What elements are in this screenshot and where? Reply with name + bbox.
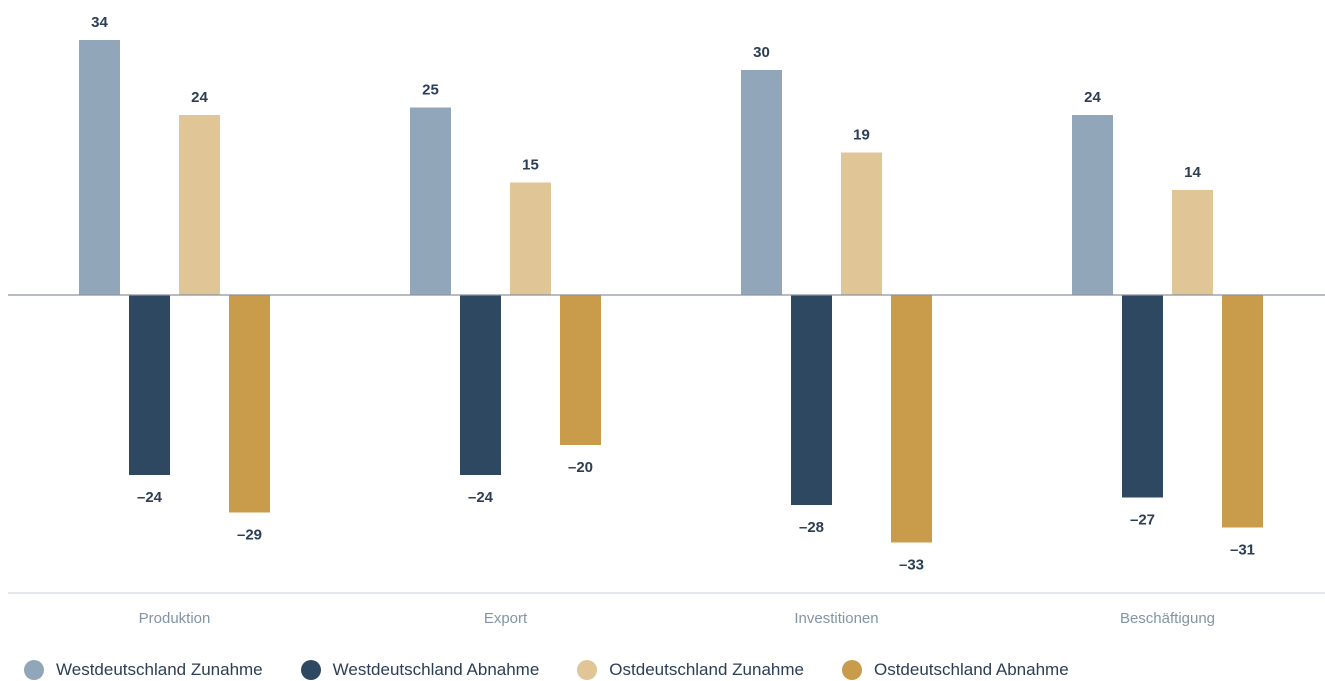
category-labels-group: Produktion Export Investitionen Beschäftigu… (139, 610, 1215, 627)
bar-beschäftigung-west-up (1072, 115, 1113, 295)
value-label-investitionen-west-up: 30 (753, 44, 770, 61)
bars-group (79, 40, 1263, 543)
legend-label-west-down: Westdeutschland Abnahme (332, 660, 540, 679)
category-label-beschäftigung: Beschäftigung (1120, 610, 1215, 627)
bar-beschäftigung-east-up (1172, 190, 1213, 295)
value-label-investitionen-east-up: 19 (853, 127, 870, 144)
value-label-investitionen-west-down: –28 (799, 519, 824, 536)
legend-swatch-east-down (841, 660, 862, 680)
value-label-export-west-down: –24 (468, 489, 494, 506)
legend-item-west-down: Westdeutschland Abnahme (300, 660, 540, 680)
category-label-export: Export (484, 610, 528, 627)
bar-export-east-down (560, 295, 601, 445)
value-label-export-west-up: 25 (422, 82, 439, 99)
category-label-investitionen: Investitionen (794, 610, 878, 627)
bar-export-west-up (410, 107, 451, 295)
legend: Westdeutschland Zunahme Westdeutschland … (24, 660, 1107, 680)
value-label-export-east-down: –20 (568, 459, 593, 476)
bar-investitionen-east-down (891, 295, 932, 543)
legend-item-east-down: Ostdeutschland Abnahme (841, 660, 1069, 680)
legend-item-west-up: Westdeutschland Zunahme (24, 660, 263, 680)
value-label-beschäftigung-east-up: 14 (1184, 164, 1201, 181)
bar-produktion-east-down (229, 295, 270, 513)
bar-investitionen-west-down (791, 295, 832, 505)
legend-label-east-up: Ostdeutschland Zunahme (609, 660, 804, 679)
value-labels-group: 34 –24 24 –29 25 –24 15 –20 30 –28 19 –33 24 –27 14 –31 (91, 14, 1255, 574)
legend-item-east-up: Ostdeutschland Zunahme (577, 660, 804, 680)
value-label-beschäftigung-west-up: 24 (1084, 89, 1101, 106)
value-label-produktion-east-up: 24 (191, 89, 208, 106)
bar-beschäftigung-east-down (1222, 295, 1263, 528)
value-label-investitionen-east-down: –33 (899, 557, 924, 574)
legend-label-west-up: Westdeutschland Zunahme (56, 660, 263, 679)
value-label-produktion-west-down: –24 (137, 489, 163, 506)
value-label-produktion-east-down: –29 (237, 527, 262, 544)
bar-investitionen-east-up (841, 152, 882, 295)
legend-swatch-east-up (577, 660, 598, 680)
bar-beschäftigung-west-down (1122, 295, 1163, 498)
legend-label-east-down: Ostdeutschland Abnahme (873, 660, 1069, 679)
value-label-export-east-up: 15 (522, 157, 539, 174)
legend-swatch-west-down (300, 660, 321, 680)
bar-export-west-down (460, 295, 501, 475)
category-label-produktion: Produktion (139, 610, 211, 627)
bar-produktion-west-down (129, 295, 170, 475)
value-label-produktion-west-up: 34 (91, 14, 108, 31)
bar-investitionen-west-up (741, 70, 782, 295)
legend-swatch-west-up (24, 660, 44, 680)
value-label-beschäftigung-west-down: –27 (1130, 512, 1155, 529)
bar-produktion-east-up (179, 115, 220, 295)
bar-export-east-up (510, 182, 551, 295)
bar-produktion-west-up (79, 40, 120, 295)
value-label-beschäftigung-east-down: –31 (1230, 542, 1255, 559)
